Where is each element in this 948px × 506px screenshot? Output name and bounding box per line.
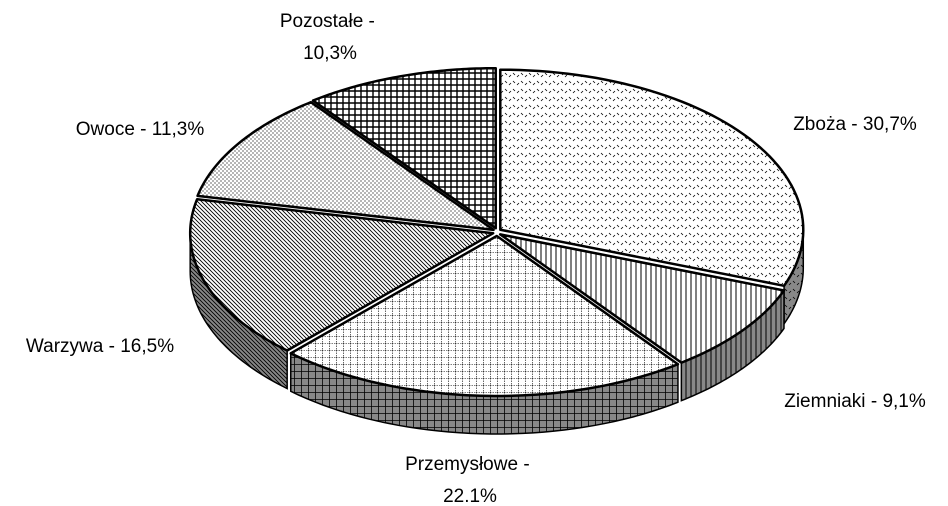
slice-label: Zboża - 30,7% [793,114,917,135]
label-separator: - [135,119,152,140]
slice [498,233,786,364]
value-label: 30,7% [863,114,917,135]
slice [188,198,495,352]
value-label: 11,3% [152,119,205,140]
label-separator: - [363,11,380,32]
label-separator: - [846,114,863,135]
label-separator: - [518,454,535,475]
category-label: Owoce [76,119,135,140]
slice [311,66,497,230]
category-label: Ziemniaki [784,391,865,412]
value-label: 16,5% [120,336,174,357]
value-label: 9,1% [882,391,925,412]
label-separator: - [103,336,120,357]
value-label: 22.1% [443,486,497,506]
category-label: Zboża [793,114,846,135]
slice-label: Ziemniaki - 9,1% [784,391,926,412]
value-label: 10,3% [303,43,357,64]
slice-label: Owoce - 11,3% [76,119,205,140]
category-label: Przemysłowe [405,454,518,475]
slice [196,100,495,232]
label-separator: - [866,391,883,412]
slice-label: Pozostałe - 10,3% [280,11,380,64]
slice-label: Przemysłowe - 22.1% [405,454,535,506]
slice [499,68,805,288]
slice [289,234,680,398]
category-label: Warzywa [26,336,104,357]
slice-label: Warzywa - 16,5% [26,336,174,357]
category-label: Pozostałe [280,11,363,32]
